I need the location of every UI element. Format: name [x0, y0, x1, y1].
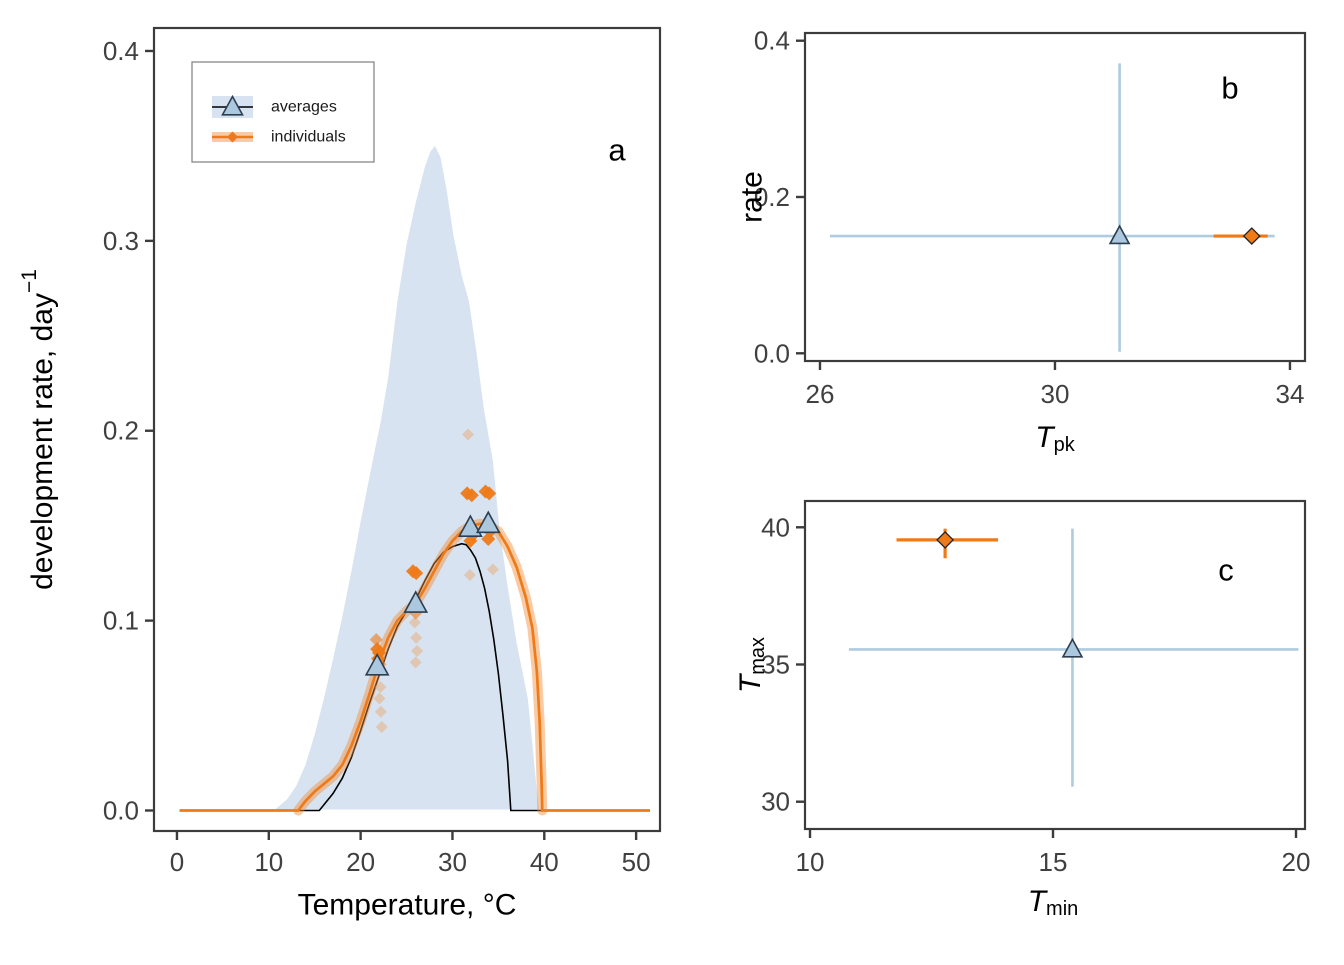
- individual-point-faint: [409, 656, 422, 669]
- individual-point: [409, 566, 424, 581]
- x-tick-label: 40: [530, 847, 559, 877]
- label: Tpk: [1035, 421, 1075, 457]
- legend: averages individuals: [191, 61, 375, 163]
- panel-border: [803, 499, 1307, 831]
- label: Temperature, °C: [298, 889, 517, 922]
- y-tick-label: 40: [761, 512, 790, 542]
- individual-point-faint: [374, 681, 387, 694]
- individuals-diamond-marker: [936, 530, 955, 549]
- averages-triangle-marker: [1108, 224, 1131, 245]
- individual-point-faint: [408, 616, 421, 629]
- average-point-triangle: [403, 590, 429, 613]
- y-tick-label: 0.2: [103, 416, 139, 446]
- x-tick-label: 30: [438, 847, 467, 877]
- individual-point-faint: [374, 705, 387, 718]
- x-tick-label: 0: [170, 847, 184, 877]
- individual-point: [463, 533, 478, 548]
- individual-point-faint: [411, 644, 424, 657]
- individual-point-mid: [369, 633, 383, 647]
- y-tick-label: 0.0: [103, 795, 139, 825]
- individual-point-faint: [373, 692, 386, 705]
- y-tick-label: 0.4: [103, 36, 139, 66]
- panel-b: 26 30 34 0.0 0.2 0.4 b: [754, 26, 1307, 409]
- individual-point-faint: [410, 631, 423, 644]
- individuals-fit-curve: [179, 522, 650, 812]
- panel-letter-a: a: [608, 133, 626, 168]
- average-point-triangle: [458, 514, 483, 537]
- y-tick-label: 0.0: [754, 338, 790, 368]
- legend-label-averages: averages: [271, 99, 337, 116]
- x-tick-label: 20: [1282, 847, 1311, 877]
- label: Tmin: [1028, 885, 1079, 921]
- legend-averages-triangle-icon: [221, 94, 244, 116]
- individual-point-faint: [462, 428, 475, 441]
- x-tick-label: 50: [622, 847, 651, 877]
- posterior-density-area: [276, 145, 540, 810]
- averages-triangle-marker: [1061, 637, 1084, 658]
- label: development rate, day−1: [18, 269, 59, 590]
- y-tick-label: 0.2: [754, 182, 790, 212]
- x-tick-label: 10: [254, 847, 283, 877]
- x-tick-label: 30: [1041, 379, 1070, 409]
- x-tick-label: 15: [1039, 847, 1068, 877]
- individuals-diamond-marker: [1242, 227, 1261, 245]
- average-point-triangle: [364, 652, 390, 676]
- panel-c: 10 15 20 30 35 40 c: [761, 499, 1311, 877]
- individual-point-faint: [375, 720, 388, 733]
- label: rate: [736, 171, 769, 223]
- label: Tmax: [734, 637, 770, 693]
- panel-border: [152, 26, 662, 833]
- individual-point: [464, 488, 479, 503]
- y-tick-label: 0.3: [103, 226, 139, 256]
- x-tick-label: 10: [796, 847, 825, 877]
- averages-fit-curve: [179, 542, 650, 812]
- y-tick-label: 30: [761, 787, 790, 817]
- average-point-triangle: [475, 510, 501, 534]
- x-tick-label: 26: [806, 379, 835, 409]
- y-tick-label: 0.1: [103, 606, 139, 636]
- individual-point-faint: [463, 569, 476, 582]
- legend-label-individuals: individuals: [271, 129, 346, 146]
- x-tick-label: 34: [1275, 379, 1304, 409]
- panel-letter-c: c: [1218, 553, 1234, 588]
- y-tick-label: 0.4: [754, 26, 790, 56]
- y-tick-label: 35: [761, 649, 790, 679]
- panel-a: 0 10 20 30 40 50 0.0 0.1 0.2 0.3 0.4 a averages indiv…: [103, 26, 662, 877]
- panel-letter-b: b: [1221, 71, 1238, 106]
- legend-individuals-diamond-icon: [227, 131, 238, 143]
- individual-point: [481, 531, 496, 546]
- x-tick-label: 20: [346, 847, 375, 877]
- individual-point-faint: [486, 563, 499, 576]
- individual-point: [482, 486, 497, 501]
